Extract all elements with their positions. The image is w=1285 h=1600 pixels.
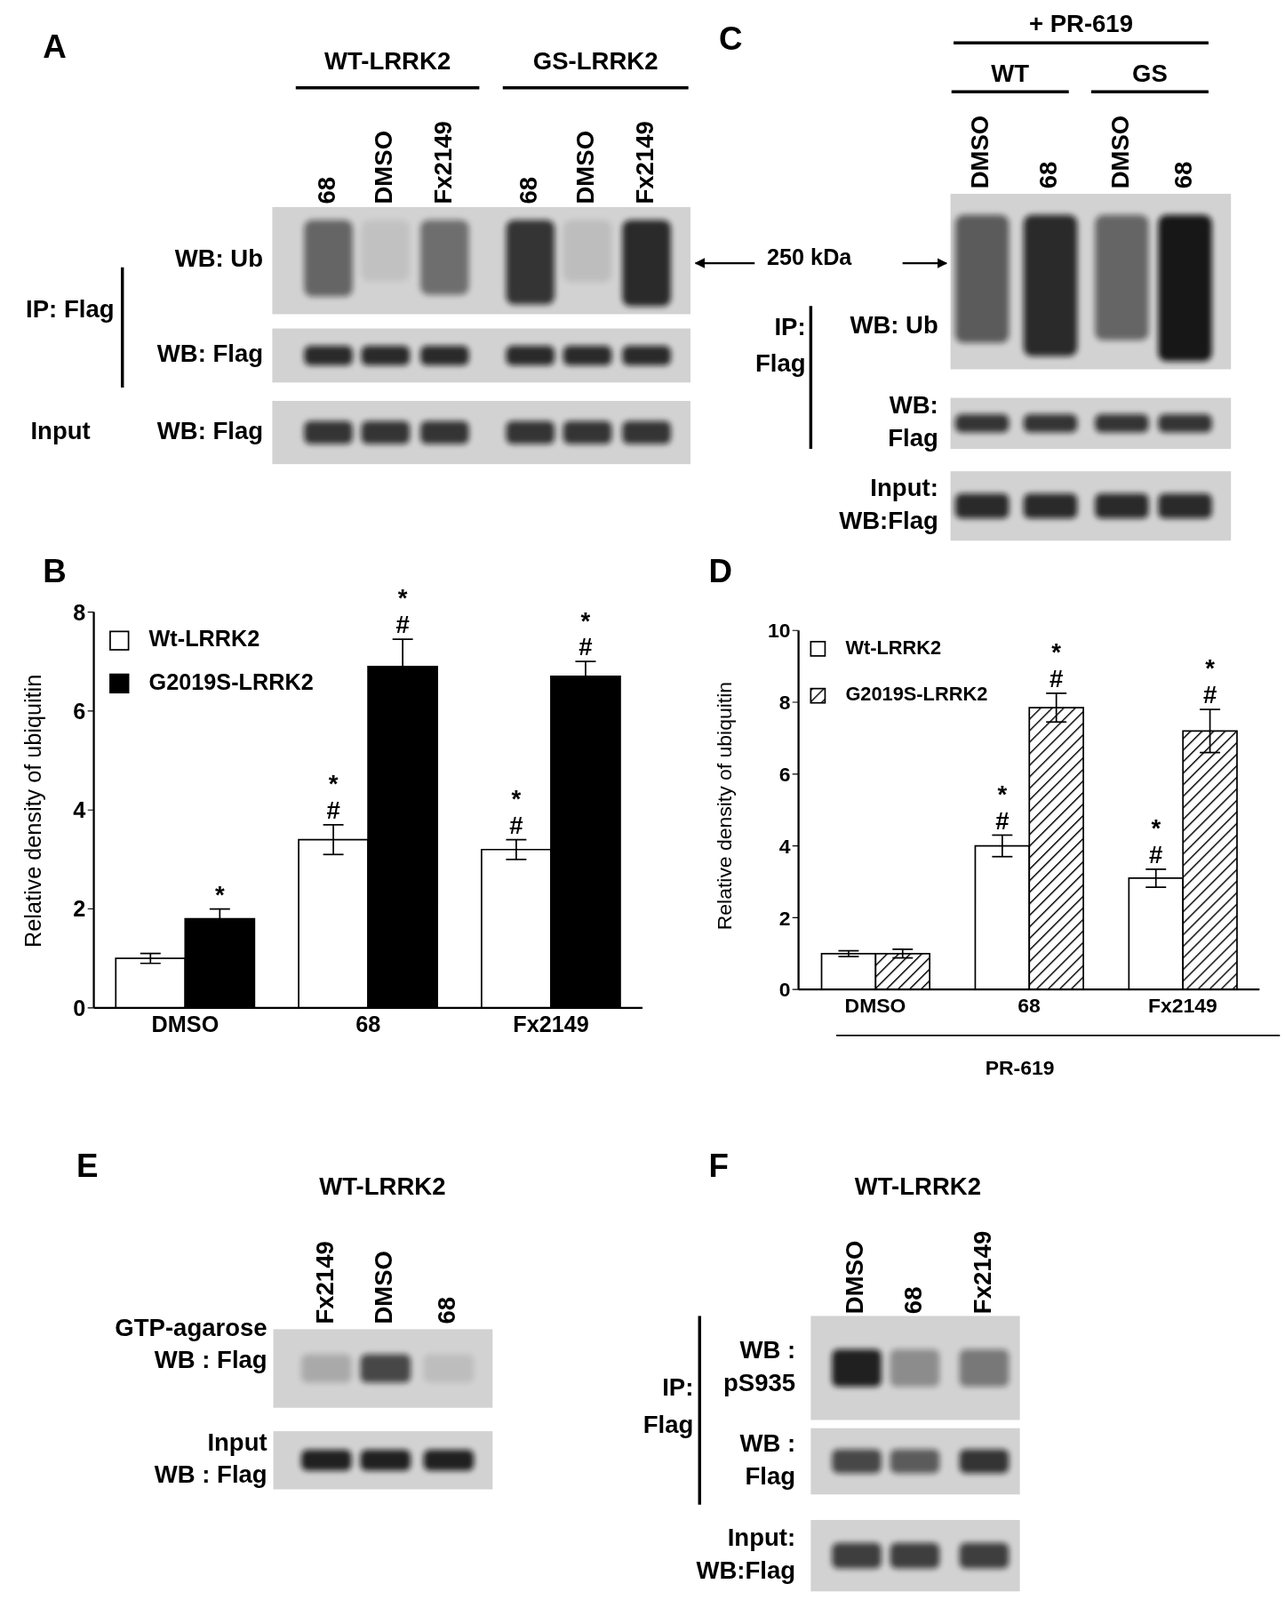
svg-text:C: C xyxy=(718,20,743,57)
svg-text:*: * xyxy=(215,880,225,909)
svg-text:F: F xyxy=(709,1147,729,1184)
svg-text:GTP-agarose: GTP-agarose xyxy=(114,1313,267,1341)
svg-text:Input:: Input: xyxy=(727,1523,796,1551)
svg-text:Fx2149: Fx2149 xyxy=(311,1240,339,1324)
svg-text:Fx2149: Fx2149 xyxy=(1148,993,1218,1017)
svg-text:DMSO: DMSO xyxy=(151,1011,220,1037)
svg-text:DMSO: DMSO xyxy=(845,993,907,1017)
svg-text:GS: GS xyxy=(1132,59,1168,88)
svg-text:68: 68 xyxy=(1017,993,1041,1017)
svg-text:PR-619: PR-619 xyxy=(985,1055,1055,1079)
svg-text:68: 68 xyxy=(899,1286,927,1315)
svg-text:DMSO: DMSO xyxy=(840,1240,869,1315)
svg-text:68: 68 xyxy=(312,176,341,205)
svg-text:*: * xyxy=(328,769,339,798)
svg-text:10: 10 xyxy=(767,618,791,642)
svg-text:2: 2 xyxy=(72,895,86,921)
svg-text:*: * xyxy=(398,583,408,612)
svg-text:6: 6 xyxy=(72,698,86,724)
svg-text:Fx2149: Fx2149 xyxy=(429,120,457,204)
svg-text:#: # xyxy=(1203,680,1217,709)
svg-text:IP: Flag: IP: Flag xyxy=(25,295,114,323)
svg-text:D: D xyxy=(709,552,734,590)
svg-text:Fx2149: Fx2149 xyxy=(968,1230,997,1314)
svg-text:WB: Flag: WB: Flag xyxy=(157,339,264,368)
svg-text:DMSO: DMSO xyxy=(965,115,994,190)
svg-text:#: # xyxy=(395,610,409,639)
svg-text:Fx2149: Fx2149 xyxy=(630,120,659,204)
svg-text:IP:: IP: xyxy=(662,1372,694,1401)
svg-text:8: 8 xyxy=(72,599,86,625)
svg-text:B: B xyxy=(42,552,67,590)
svg-text:68: 68 xyxy=(1034,161,1062,190)
svg-text:Relative density of ubiquitin: Relative density of ubiquitin xyxy=(712,681,736,930)
svg-text:WB:Flag: WB:Flag xyxy=(838,506,939,535)
svg-text:250 kDa: 250 kDa xyxy=(766,244,853,270)
svg-text:Wt-LRRK2: Wt-LRRK2 xyxy=(149,625,261,651)
svg-text:#: # xyxy=(326,796,340,824)
svg-text:8: 8 xyxy=(779,690,791,714)
svg-text:#: # xyxy=(1149,840,1163,869)
svg-text:*: * xyxy=(581,606,591,635)
svg-text:#: # xyxy=(995,806,1009,835)
svg-text:68: 68 xyxy=(355,1011,381,1037)
svg-text:*: * xyxy=(511,784,522,813)
svg-text:A: A xyxy=(42,28,67,65)
svg-text:#: # xyxy=(509,811,523,839)
svg-text:4: 4 xyxy=(779,834,791,858)
svg-text:68: 68 xyxy=(1169,161,1198,190)
svg-text:+ PR-619: + PR-619 xyxy=(1029,9,1134,38)
svg-text:WB :: WB : xyxy=(739,1335,796,1364)
svg-text:GS-LRRK2: GS-LRRK2 xyxy=(533,47,659,75)
svg-text:68: 68 xyxy=(432,1296,461,1325)
svg-text:*: * xyxy=(1150,814,1161,842)
svg-text:G2019S-LRRK2: G2019S-LRRK2 xyxy=(845,682,988,705)
svg-text:4: 4 xyxy=(72,797,86,823)
svg-text:WB:Flag: WB:Flag xyxy=(696,1556,797,1584)
svg-text:Input:: Input: xyxy=(869,473,938,502)
svg-text:Relative density of ubiquitin: Relative density of ubiquitin xyxy=(20,674,46,948)
svg-text:WT-LRRK2: WT-LRRK2 xyxy=(324,47,451,75)
svg-text:DMSO: DMSO xyxy=(1106,115,1134,190)
svg-text:68: 68 xyxy=(514,176,543,205)
svg-text:6: 6 xyxy=(779,762,791,786)
svg-text:WB:: WB: xyxy=(889,391,939,419)
svg-text:*: * xyxy=(997,780,1007,808)
svg-text:#: # xyxy=(578,632,592,661)
svg-text:DMSO: DMSO xyxy=(369,1250,398,1325)
svg-text:Input: Input xyxy=(30,416,90,445)
svg-text:WT-LRRK2: WT-LRRK2 xyxy=(319,1172,446,1200)
svg-text:Fx2149: Fx2149 xyxy=(512,1011,590,1037)
svg-text:0: 0 xyxy=(779,977,791,1001)
svg-text:G2019S-LRRK2: G2019S-LRRK2 xyxy=(149,669,314,695)
svg-text:Flag: Flag xyxy=(643,1410,695,1438)
svg-text:pS935: pS935 xyxy=(723,1368,796,1397)
svg-text:0: 0 xyxy=(72,995,86,1021)
svg-text:DMSO: DMSO xyxy=(369,130,398,205)
svg-text:Flag: Flag xyxy=(745,1461,797,1490)
svg-text:Flag: Flag xyxy=(755,349,807,377)
svg-text:*: * xyxy=(1205,654,1215,682)
svg-text:WB :: WB : xyxy=(739,1428,796,1457)
svg-text:WT: WT xyxy=(990,59,1030,88)
svg-text:WB: Flag: WB: Flag xyxy=(157,416,264,445)
svg-text:WB : Flag: WB : Flag xyxy=(154,1345,268,1373)
svg-text:Input: Input xyxy=(207,1428,267,1456)
svg-text:WB : Flag: WB : Flag xyxy=(154,1460,268,1488)
svg-text:Wt-LRRK2: Wt-LRRK2 xyxy=(845,636,942,659)
svg-text:WB: Ub: WB: Ub xyxy=(849,311,938,339)
svg-text:IP:: IP: xyxy=(774,312,806,341)
svg-text:#: # xyxy=(1049,664,1063,693)
svg-text:WB: Ub: WB: Ub xyxy=(175,244,264,272)
svg-text:E: E xyxy=(76,1147,99,1184)
svg-text:DMSO: DMSO xyxy=(571,130,599,205)
svg-text:WT-LRRK2: WT-LRRK2 xyxy=(854,1172,982,1200)
svg-text:Flag: Flag xyxy=(887,423,939,452)
svg-text:*: * xyxy=(1051,638,1062,666)
svg-text:2: 2 xyxy=(779,906,791,930)
